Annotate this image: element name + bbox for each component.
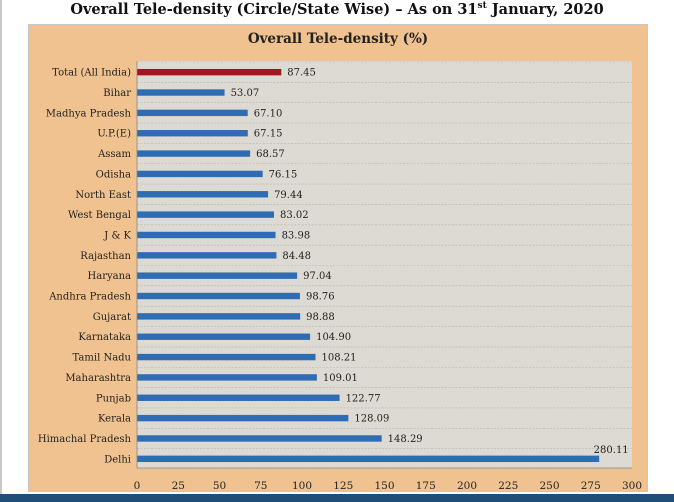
bottom-bar [0, 494, 674, 502]
bar [137, 272, 298, 279]
value-label: 87.45 [287, 68, 316, 79]
bar [137, 191, 269, 198]
x-tick-label: 175 [416, 480, 436, 492]
page-left-edge [0, 0, 2, 494]
bar [137, 68, 282, 76]
category-label: Assam [97, 149, 131, 160]
value-label: 97.04 [303, 271, 332, 282]
category-label: Madhya Pradesh [46, 108, 132, 119]
page-title: Overall Tele-density (Circle/State Wise)… [70, 1, 604, 18]
bar [137, 292, 300, 300]
bar [137, 109, 248, 117]
category-label: J & K [103, 230, 131, 241]
value-label: 148.29 [388, 434, 423, 445]
value-label: 76.15 [269, 169, 298, 180]
value-label: 68.57 [256, 149, 285, 160]
value-label: 84.48 [282, 251, 311, 262]
category-label: Total (All India) [52, 68, 131, 79]
category-label: Rajasthan [80, 251, 131, 262]
category-label: Gujarat [93, 312, 131, 323]
bar [137, 333, 311, 340]
x-tick-label: 225 [498, 480, 518, 492]
bar [137, 414, 349, 422]
category-label: Punjab [96, 393, 131, 404]
value-label: 98.88 [306, 312, 335, 323]
category-label: Karnataka [78, 332, 131, 343]
value-label: 108.21 [322, 353, 357, 364]
bar [137, 231, 276, 239]
value-label: 79.44 [274, 190, 303, 201]
bar [137, 374, 317, 381]
category-label: North East [75, 190, 131, 201]
value-label: 122.77 [346, 393, 381, 404]
x-tick-label: 0 [134, 480, 141, 492]
value-label: 83.02 [280, 210, 309, 221]
value-label: 67.10 [254, 108, 283, 119]
category-label: Odisha [96, 169, 131, 180]
value-label: 67.15 [254, 129, 283, 140]
bar [137, 252, 277, 259]
bar [137, 211, 274, 218]
x-tick-label: 150 [374, 480, 394, 492]
chart-title: Overall Tele-density (%) [247, 31, 429, 47]
category-label: West Bengal [68, 210, 131, 221]
category-label: Tamil Nadu [73, 353, 132, 364]
category-label: Bihar [103, 88, 131, 99]
bar [137, 455, 600, 463]
category-label: Andhra Pradesh [48, 292, 131, 303]
value-label: 128.09 [354, 414, 389, 425]
x-tick-label: 25 [172, 480, 185, 492]
value-label: 83.98 [282, 230, 311, 241]
x-tick-label: 50 [213, 480, 226, 492]
x-tick-label: 75 [254, 480, 267, 492]
bar [137, 394, 340, 401]
bar [137, 313, 301, 320]
plot-area [137, 61, 632, 468]
value-label: 98.76 [306, 292, 335, 303]
x-tick-label: 300 [622, 480, 642, 492]
bar [137, 353, 316, 361]
value-label: 104.90 [316, 332, 351, 343]
x-tick-label: 200 [457, 480, 477, 492]
bar [137, 170, 263, 178]
x-tick-label: 275 [581, 480, 601, 492]
bar [137, 150, 251, 157]
value-label: 53.07 [231, 88, 260, 99]
category-label: Delhi [104, 454, 131, 465]
x-tick-label: 250 [539, 480, 559, 492]
value-label: 109.01 [323, 373, 358, 384]
bar [137, 435, 382, 442]
bar [137, 130, 248, 137]
category-label: U.P.(E) [97, 129, 131, 140]
value-label: 280.11 [594, 445, 629, 456]
category-label: Haryana [88, 271, 132, 282]
x-tick-label: 100 [292, 480, 312, 492]
category-label: Maharashtra [65, 373, 131, 384]
bar [137, 89, 225, 96]
category-label: Himachal Pradesh [38, 434, 132, 445]
x-tick-label: 125 [333, 480, 353, 492]
category-label: Kerala [98, 414, 131, 425]
